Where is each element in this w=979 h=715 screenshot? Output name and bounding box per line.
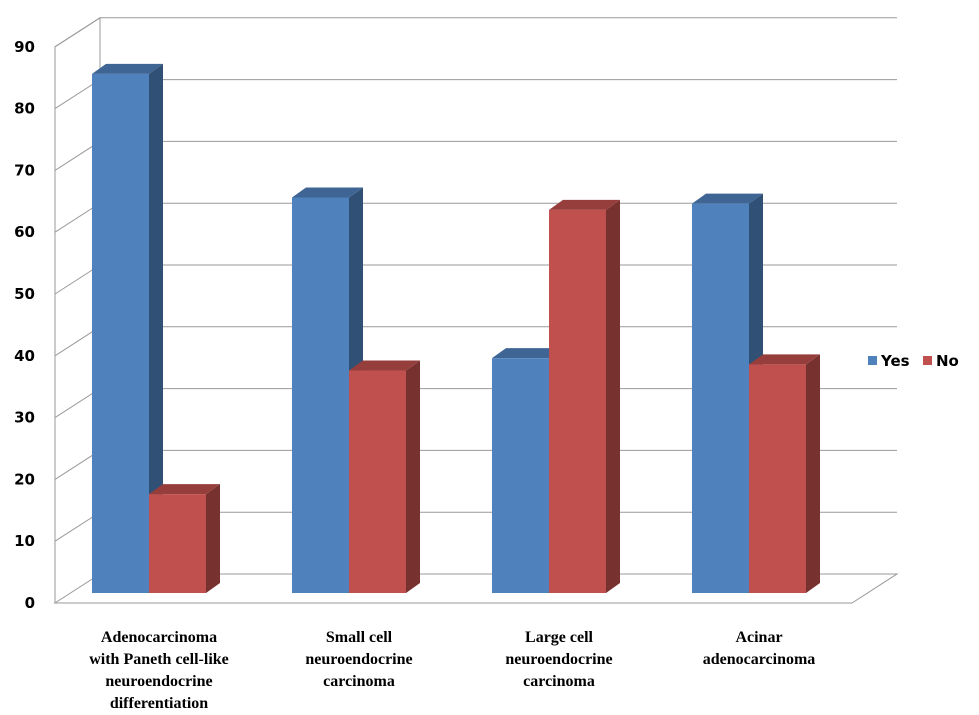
bar-top <box>349 360 420 371</box>
y-tick-label: 30 <box>14 409 35 427</box>
legend-label: No <box>936 352 959 370</box>
bar-top <box>692 193 763 204</box>
x-category-line: with Paneth cell-like <box>89 651 229 668</box>
chart-floor <box>53 573 899 604</box>
bar-yes-2 <box>492 348 563 593</box>
legend-swatch <box>923 356 932 365</box>
bar-top <box>749 354 820 365</box>
y-tick-label: 10 <box>14 532 35 550</box>
bar-yes-0 <box>92 63 163 593</box>
gridline-70 <box>54 140 897 171</box>
bar-top <box>492 348 563 359</box>
x-category-label: Adenocarcinoma with Paneth cell-like neuro… <box>89 629 229 712</box>
x-category-line: neuroendocrine <box>505 651 612 668</box>
legend-label: Yes <box>880 352 910 370</box>
bar-top <box>549 199 620 210</box>
legend-swatch <box>868 356 877 365</box>
y-axis-ticks: 0 10 20 30 40 50 60 70 80 90 <box>14 38 35 612</box>
bar-top <box>92 63 163 74</box>
x-category-line: Acinar <box>735 629 782 646</box>
y-tick-label: 40 <box>14 347 35 365</box>
x-category-label: Large cell neuroendocrine carcinoma <box>505 629 612 690</box>
bar-no-2 <box>549 199 620 593</box>
x-axis-categories: Adenocarcinoma with Paneth cell-like neuro… <box>89 629 815 712</box>
bar-no-3 <box>749 354 820 593</box>
bar-top <box>149 484 220 495</box>
x-category-line: carcinoma <box>523 673 595 690</box>
gridline-40 <box>54 326 897 357</box>
legend-item-yes: Yes <box>868 352 910 370</box>
y-tick-label: 20 <box>14 470 35 488</box>
legend: Yes No <box>868 352 959 370</box>
x-category-label: Small cell neuroendocrine carcinoma <box>305 629 412 690</box>
bar-front <box>549 209 606 593</box>
bar-side <box>406 360 420 593</box>
bar-front <box>692 203 749 593</box>
bar-top <box>292 187 363 198</box>
y-tick-label: 0 <box>25 594 35 612</box>
bar-side <box>149 63 163 593</box>
bars <box>92 63 820 594</box>
x-category-line: Adenocarcinoma <box>101 629 217 646</box>
x-category-label: Acinar adenocarcinoma <box>703 629 816 668</box>
bar-no-1 <box>349 360 420 593</box>
y-tick-label: 80 <box>14 100 35 118</box>
x-category-line: carcinoma <box>323 673 395 690</box>
x-category-line: neuroendocrine <box>305 651 412 668</box>
bar-side <box>806 354 820 593</box>
legend-item-no: No <box>923 352 959 370</box>
x-category-line: differentiation <box>110 695 208 712</box>
gridline-60 <box>54 202 897 233</box>
gridline-50 <box>54 264 897 295</box>
bar-front <box>349 370 406 593</box>
x-category-line: neuroendocrine <box>105 673 212 690</box>
bar-front <box>749 364 806 593</box>
y-tick-label: 90 <box>14 38 35 56</box>
bar-side <box>606 199 620 593</box>
bar-no-0 <box>149 484 220 593</box>
x-category-line: Large cell <box>525 629 594 646</box>
gridline-80 <box>54 79 897 110</box>
x-category-line: Small cell <box>326 629 393 646</box>
x-category-line: adenocarcinoma <box>703 651 816 668</box>
bar-front <box>492 358 549 593</box>
gridline-90 <box>54 17 897 48</box>
bar-side <box>206 484 220 593</box>
y-tick-label: 70 <box>14 161 35 179</box>
bar-front <box>149 494 206 593</box>
bar-front <box>292 197 349 594</box>
y-tick-label: 60 <box>14 223 35 241</box>
y-tick-label: 50 <box>14 285 35 303</box>
bar-front <box>92 73 149 593</box>
